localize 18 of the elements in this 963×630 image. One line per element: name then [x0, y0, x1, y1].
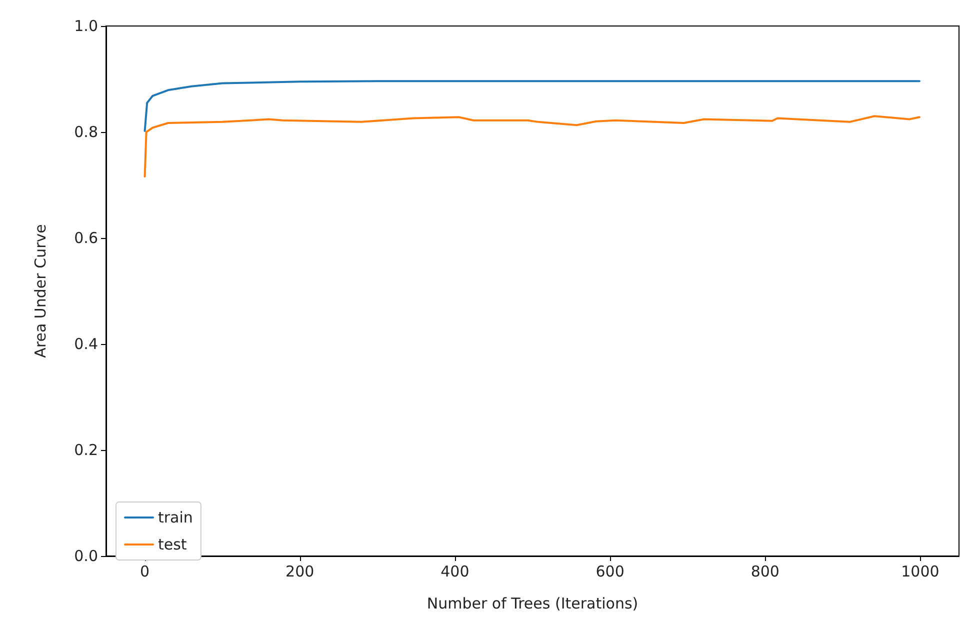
x-tick-label: 400	[440, 562, 470, 580]
y-tick-label: 0.2	[74, 441, 98, 459]
x-axis-title: Number of Trees (Iterations)	[426, 594, 638, 612]
x-tick-label: 1000	[901, 562, 940, 580]
y-tick-label: 0.0	[74, 547, 98, 565]
y-axis-title: Area Under Curve	[32, 224, 50, 358]
y-tick-label: 1.0	[74, 17, 98, 35]
x-tick-label: 800	[750, 562, 780, 580]
legend-label: train	[158, 508, 193, 526]
y-tick-label: 0.8	[74, 123, 98, 141]
x-tick-label: 200	[286, 562, 314, 580]
y-tick-label: 0.6	[74, 229, 98, 247]
y-tick-label: 0.4	[74, 335, 98, 353]
legend-label: test	[158, 536, 187, 554]
x-tick-label: 0	[140, 562, 150, 580]
line-series	[144, 115, 920, 178]
x-tick-label: 600	[596, 562, 624, 580]
line-series	[144, 80, 920, 132]
